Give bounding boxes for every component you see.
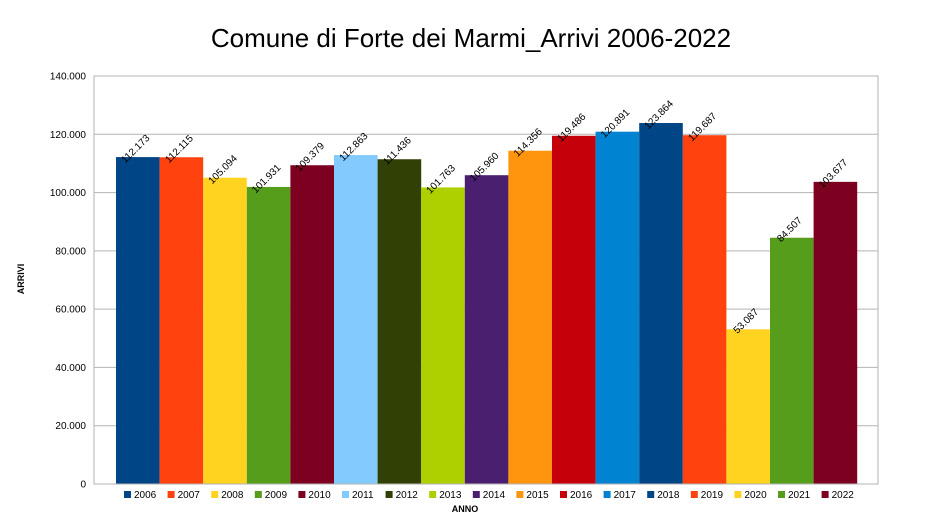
- bar-2007: [159, 157, 204, 484]
- bar-2010: [290, 165, 334, 484]
- y-tick-label: 80.000: [55, 246, 86, 257]
- bar-2011: [334, 155, 378, 485]
- legend-swatch-2006: [124, 491, 131, 498]
- legend-swatch-2009: [254, 491, 262, 498]
- legend-label-2010: 2010: [308, 490, 331, 501]
- bar-2021: [770, 237, 814, 484]
- legend-swatch-2008: [211, 491, 219, 498]
- legend-label-2008: 2008: [221, 490, 244, 501]
- bar-2008: [203, 177, 247, 484]
- legend-label-2007: 2007: [178, 490, 201, 501]
- legend-label-2012: 2012: [396, 490, 419, 501]
- legend-swatch-2021: [778, 491, 785, 498]
- legend-label-2011: 2011: [352, 490, 374, 501]
- legend-label-2017: 2017: [614, 490, 637, 501]
- legend-swatch-2020: [734, 491, 742, 498]
- bar-2014: [464, 175, 509, 485]
- legend-label-2013: 2013: [439, 490, 462, 501]
- legend-label-2019: 2019: [701, 490, 724, 501]
- legend-label-2006: 2006: [134, 490, 157, 501]
- legend: 2006 2007 2008 2009 2010 2011 2012 2013 2014 2015…: [124, 490, 854, 501]
- legend-swatch-2013: [429, 491, 437, 498]
- y-tick-label: 120.000: [50, 130, 87, 141]
- y-tick-label: 20.000: [55, 421, 86, 432]
- x-axis-title: ANNO: [452, 504, 479, 514]
- legend-label-2014: 2014: [483, 490, 506, 501]
- legend-swatch-2012: [385, 491, 393, 498]
- y-tick-label: 0: [80, 480, 86, 491]
- bar-2018: [639, 123, 683, 485]
- legend-label-2020: 2020: [744, 490, 767, 501]
- legend-swatch-2018: [647, 491, 655, 498]
- legend-label-2018: 2018: [657, 490, 680, 501]
- legend-swatch-2010: [298, 491, 306, 498]
- legend-swatch-2014: [472, 491, 480, 498]
- legend-label-2016: 2016: [570, 490, 593, 501]
- bar-2009: [246, 186, 291, 484]
- bars: [116, 123, 858, 485]
- y-tick-label: 140.000: [50, 72, 87, 83]
- y-tick-label: 60.000: [55, 305, 86, 316]
- bar-2020: [726, 329, 770, 484]
- y-tick-label: 40.000: [55, 363, 86, 374]
- legend-swatch-2016: [560, 491, 567, 498]
- legend-swatch-2017: [603, 491, 611, 498]
- legend-label-2009: 2009: [265, 490, 288, 501]
- legend-swatch-2007: [167, 491, 175, 498]
- bar-2016: [552, 135, 596, 484]
- y-axis-title: ARRIVI: [16, 264, 26, 295]
- legend-label-2015: 2015: [526, 490, 549, 501]
- legend-swatch-2015: [516, 491, 524, 498]
- chart-title: Comune di Forte dei Marmi_Arrivi 2006-20…: [211, 23, 731, 53]
- bar-2013: [421, 187, 465, 485]
- legend-label-2021: 2021: [788, 490, 811, 501]
- y-axis-ticks: 0 20.000 40.000 60.000 80.000 100.000 120.000 1…: [50, 72, 87, 491]
- legend-label-2022: 2022: [832, 490, 855, 501]
- bar-2017: [595, 131, 640, 484]
- plot-frame: [93, 75, 879, 485]
- legend-swatch-2011: [342, 491, 349, 498]
- bar-2012: [377, 159, 422, 484]
- bar-2006: [116, 157, 160, 484]
- bar-2022: [813, 181, 858, 485]
- legend-swatch-2019: [690, 491, 698, 498]
- bar-2015: [508, 150, 552, 484]
- bar-2019: [682, 135, 727, 485]
- y-tick-label: 100.000: [50, 188, 87, 199]
- legend-swatch-2022: [821, 491, 829, 498]
